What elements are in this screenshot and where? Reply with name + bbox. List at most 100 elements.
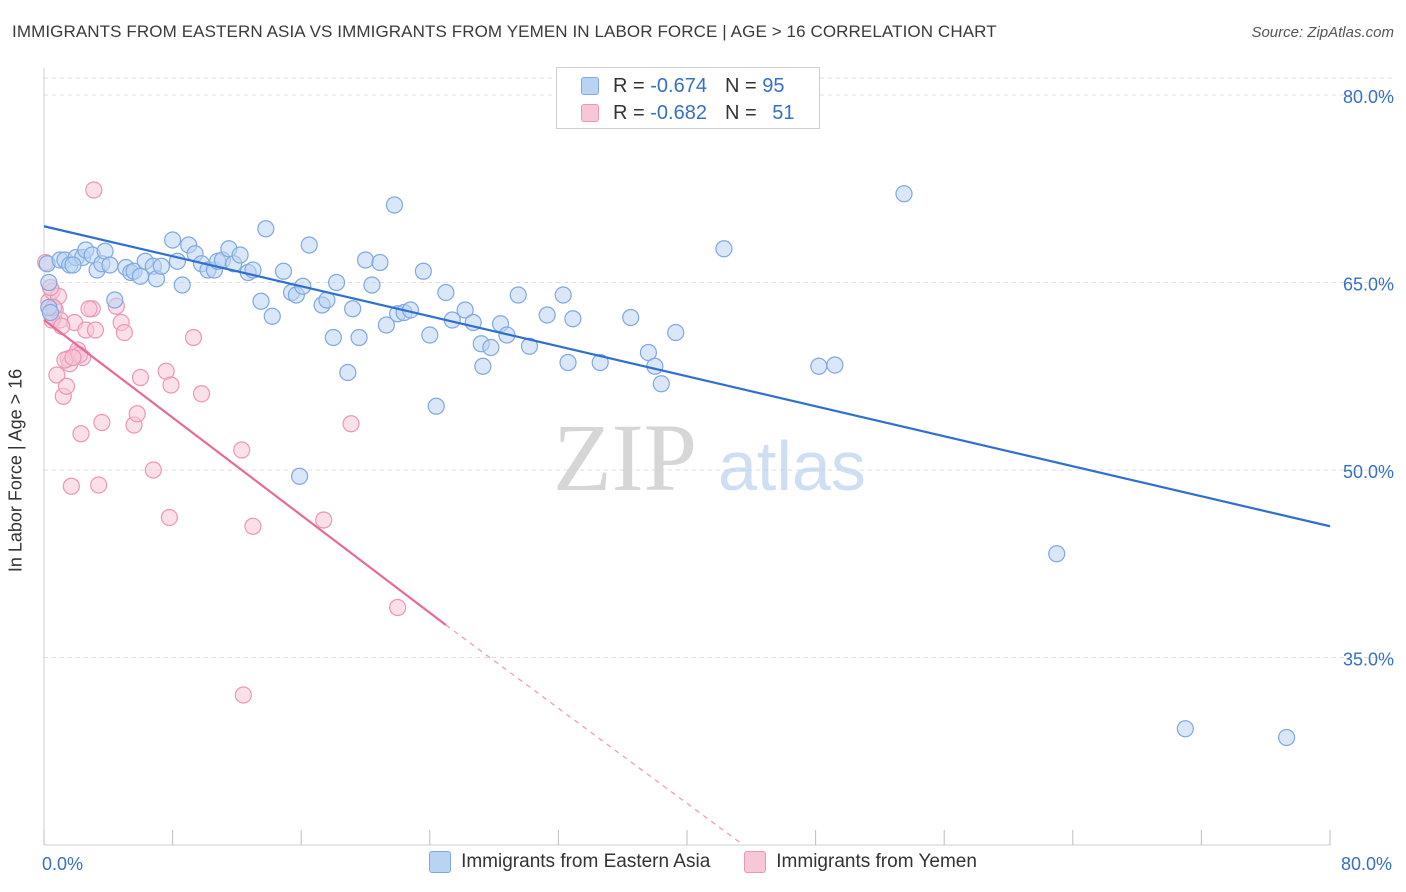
point-eastern-asia — [538, 306, 556, 324]
point-eastern-asia — [559, 353, 577, 372]
point-eastern-asia — [895, 185, 913, 203]
point-eastern-asia — [564, 310, 582, 328]
trendline-yemen — [43, 319, 447, 626]
trendline-yemen-extension — [445, 624, 744, 846]
point-eastern-asia — [437, 283, 455, 302]
point-eastern-asia — [474, 357, 492, 375]
point-yemen — [160, 508, 178, 527]
r-label: R = — [613, 74, 645, 97]
series-eastern-asia — [38, 185, 1296, 747]
stats-box: R = -0.674 N = 95 R = -0.682 N = 51 — [556, 67, 820, 129]
point-eastern-asia — [509, 286, 527, 304]
point-eastern-asia — [263, 307, 281, 325]
point-yemen — [90, 476, 108, 494]
x-tick-label-max: 80.0% — [1341, 854, 1392, 874]
point-eastern-asia — [363, 276, 381, 294]
point-yemen — [315, 511, 333, 529]
r-value-blue: -0.674 — [650, 74, 707, 97]
legend-item-yemen[interactable]: Immigrants from Yemen — [744, 851, 977, 873]
n-value-pink: 51 — [772, 101, 795, 124]
point-yemen — [244, 517, 262, 535]
watermark-zip: ZIP — [553, 404, 697, 511]
legend-label-yemen: Immigrants from Yemen — [776, 851, 977, 872]
r-label: R = — [613, 101, 645, 124]
point-eastern-asia — [482, 338, 500, 357]
point-eastern-asia — [64, 256, 82, 274]
point-eastern-asia — [667, 323, 685, 342]
point-yemen — [234, 686, 252, 704]
point-eastern-asia — [646, 357, 664, 375]
point-eastern-asia — [639, 343, 658, 362]
point-eastern-asia — [414, 262, 432, 280]
point-eastern-asia — [652, 375, 670, 393]
point-eastern-asia — [252, 292, 270, 310]
point-eastern-asia — [152, 257, 170, 275]
point-eastern-asia — [101, 256, 119, 274]
point-eastern-asia — [350, 328, 368, 347]
source-label: Source: ZipAtlas.com — [1251, 24, 1394, 41]
grid-lines — [44, 77, 1394, 658]
n-label: N = — [724, 74, 757, 97]
x-tick-label-min: 0.0% — [42, 854, 83, 874]
point-yemen — [144, 461, 162, 479]
point-eastern-asia — [1176, 720, 1194, 738]
point-yemen — [48, 366, 66, 384]
point-yemen — [184, 328, 203, 347]
legend-swatch-blue — [429, 851, 452, 873]
n-value-blue: 95 — [762, 74, 785, 97]
point-yemen — [162, 376, 180, 394]
point-yemen — [192, 385, 211, 403]
point-yemen — [85, 181, 103, 199]
point-eastern-asia — [290, 467, 309, 485]
r-value-pink: -0.682 — [650, 101, 707, 124]
point-eastern-asia — [327, 273, 346, 292]
point-eastern-asia — [106, 291, 124, 309]
point-eastern-asia — [810, 357, 828, 375]
point-eastern-asia — [164, 231, 182, 249]
point-yemen — [53, 317, 71, 335]
y-tick-label: 80.0% — [1343, 87, 1394, 107]
trendline-eastern-asia — [43, 225, 1331, 528]
point-eastern-asia — [377, 316, 395, 334]
watermark: ZIP atlas — [553, 404, 866, 511]
point-eastern-asia — [554, 286, 572, 304]
legend-swatch-blue — [581, 77, 599, 95]
point-eastern-asia — [324, 328, 342, 347]
tick-labels: 35.0% 50.0% 65.0% 80.0% 0.0% 80.0% — [42, 87, 1394, 874]
trendlines — [43, 225, 1331, 846]
point-eastern-asia — [257, 220, 275, 238]
legend-item-eastern-asia[interactable]: Immigrants from Eastern Asia — [429, 851, 710, 873]
point-yemen — [389, 598, 407, 617]
point-yemen — [115, 323, 133, 342]
n-label: N = — [724, 101, 757, 124]
y-tick-label: 35.0% — [1343, 650, 1394, 670]
point-eastern-asia — [427, 397, 445, 415]
point-eastern-asia — [274, 262, 293, 280]
point-eastern-asia — [622, 308, 640, 327]
point-eastern-asia — [300, 236, 318, 254]
y-tick-label: 50.0% — [1343, 462, 1394, 482]
point-eastern-asia — [371, 253, 389, 272]
point-eastern-asia — [1048, 545, 1066, 563]
point-eastern-asia — [421, 326, 439, 344]
chart-title: IMMIGRANTS FROM EASTERN ASIA VS IMMIGRAN… — [12, 22, 997, 41]
y-axis-label: In Labor Force | Age > 16 — [5, 368, 26, 573]
legend-swatch-pink — [581, 104, 599, 122]
point-yemen — [93, 413, 111, 432]
point-eastern-asia — [40, 273, 58, 292]
watermark-atlas: atlas — [718, 427, 866, 505]
point-eastern-asia — [520, 337, 539, 355]
point-eastern-asia — [591, 353, 609, 372]
stats-row-eastern-asia: R = -0.674 N = 95 — [581, 73, 784, 99]
point-yemen — [233, 441, 251, 459]
point-eastern-asia — [339, 363, 357, 382]
point-yemen — [80, 300, 98, 318]
point-eastern-asia — [715, 240, 733, 258]
legend: Immigrants from Eastern Asia Immigrants … — [0, 851, 1406, 873]
point-yemen — [64, 348, 82, 367]
point-eastern-asia — [1277, 728, 1296, 747]
point-eastern-asia — [231, 246, 249, 264]
point-yemen — [72, 425, 90, 443]
point-eastern-asia — [41, 303, 60, 322]
point-yemen — [342, 415, 360, 433]
